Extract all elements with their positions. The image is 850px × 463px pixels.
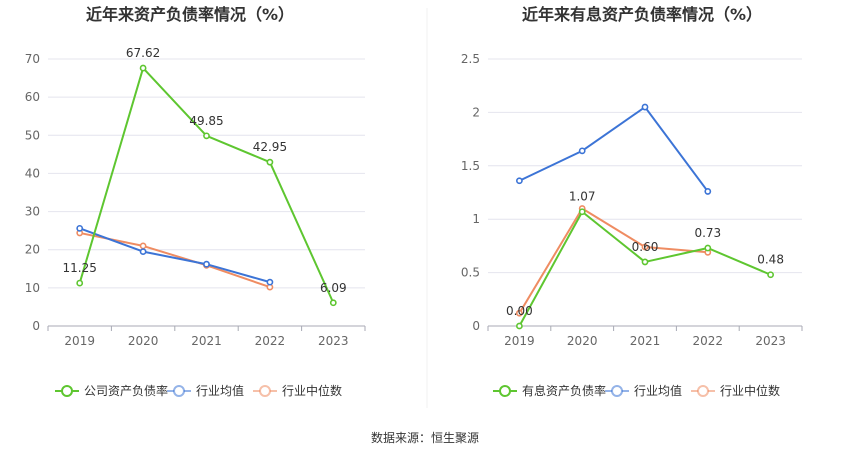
data-label: 0.48 [757, 253, 784, 267]
data-point [203, 132, 210, 140]
series-line [79, 227, 271, 284]
data-point [704, 188, 712, 195]
legend-label: 公司资产负债率 [84, 383, 168, 398]
data-point [139, 248, 147, 256]
chart-panel-1: 近年来资产负债率情况（%） 0 10 20 30 40 50 60 70 2019 2020 2021… [25, 5, 366, 398]
series-line [518, 106, 709, 193]
data-point [578, 147, 586, 155]
source-label: 数据来源：恒生聚源 [371, 430, 479, 445]
y-tick-label: 60 [25, 90, 40, 104]
y-tick-label: 20 [25, 243, 40, 257]
legend-swatch-marker [697, 385, 709, 397]
legend-label: 有息资产负债率 [522, 383, 606, 398]
data-point [641, 103, 649, 111]
y-tick-label: 0 [32, 319, 40, 333]
legend-item: 行业中位数 [253, 383, 342, 398]
x-tick-label: 2019 [64, 334, 95, 348]
data-label: 49.85 [189, 114, 223, 128]
data-point [767, 271, 774, 279]
x-tick-label: 2020 [567, 334, 598, 348]
series-line [518, 210, 771, 327]
data-label: 0.73 [694, 226, 721, 240]
data-point [516, 177, 523, 185]
data-label: 67.62 [126, 46, 160, 60]
series-line [518, 207, 708, 314]
data-label: 0.00 [506, 304, 533, 318]
data-point [139, 242, 147, 250]
data-point [203, 260, 210, 268]
data-point [641, 258, 649, 266]
legend-item: 行业均值 [167, 383, 244, 398]
x-tick-label: 2023 [318, 334, 349, 348]
legend-item: 行业中位数 [691, 383, 780, 398]
y-tick-label: 30 [25, 205, 40, 219]
data-label: 1.07 [569, 190, 596, 204]
legend-item: 行业均值 [605, 383, 682, 398]
legend-swatch-marker [259, 385, 271, 397]
data-point [76, 279, 84, 287]
y-tick-label: 10 [25, 281, 40, 295]
data-label: 42.95 [253, 140, 287, 154]
x-tick-label: 2021 [191, 334, 222, 348]
data-label: 11.25 [63, 261, 97, 275]
legend-item: 公司资产负债率 [55, 383, 168, 398]
y-tick-label: 70 [25, 52, 40, 66]
data-point [704, 244, 712, 252]
y-tick-label: 2.5 [461, 52, 480, 66]
data-label: 6.09 [320, 281, 347, 295]
y-tick-label: 2 [472, 105, 480, 119]
x-tick-label: 2020 [128, 334, 159, 348]
data-point [139, 64, 147, 72]
legend-swatch-marker [499, 385, 511, 397]
legend-label: 行业中位数 [720, 383, 780, 398]
data-point [329, 299, 337, 307]
data-point [76, 224, 84, 232]
legend-swatch-marker [61, 385, 73, 397]
y-tick-label: 0 [472, 319, 480, 333]
legend-label: 行业中位数 [282, 383, 342, 398]
y-tick-label: 40 [25, 166, 40, 180]
y-tick-label: 0.5 [461, 266, 480, 280]
legend-label: 行业均值 [196, 383, 244, 398]
chart-title: 近年来有息资产负债率情况（%） [522, 5, 762, 24]
data-point [516, 309, 523, 317]
data-point [578, 208, 586, 216]
legend-swatch-marker [611, 385, 623, 397]
data-label: 0.60 [632, 240, 659, 254]
series-line [79, 231, 271, 289]
legend-label: 行业均值 [634, 383, 682, 398]
x-tick-label: 2019 [504, 334, 535, 348]
x-tick-label: 2021 [630, 334, 661, 348]
legend-swatch-marker [173, 385, 185, 397]
legend-item: 有息资产负债率 [493, 383, 606, 398]
y-tick-label: 50 [25, 128, 40, 142]
data-point [641, 243, 649, 251]
x-tick-label: 2023 [755, 334, 786, 348]
chart-title: 近年来资产负债率情况（%） [86, 5, 294, 24]
chart-panel-2: 近年来有息资产负债率情况（%） 0 0.5 1 1.5 2 2.5 2019 2020 2021 2… [461, 5, 803, 398]
data-point [266, 158, 274, 166]
data-point [516, 322, 523, 330]
x-tick-label: 2022 [255, 334, 286, 348]
y-tick-label: 1.5 [461, 159, 480, 173]
y-tick-label: 1 [472, 212, 480, 226]
x-tick-label: 2022 [693, 334, 724, 348]
data-point [266, 278, 274, 286]
